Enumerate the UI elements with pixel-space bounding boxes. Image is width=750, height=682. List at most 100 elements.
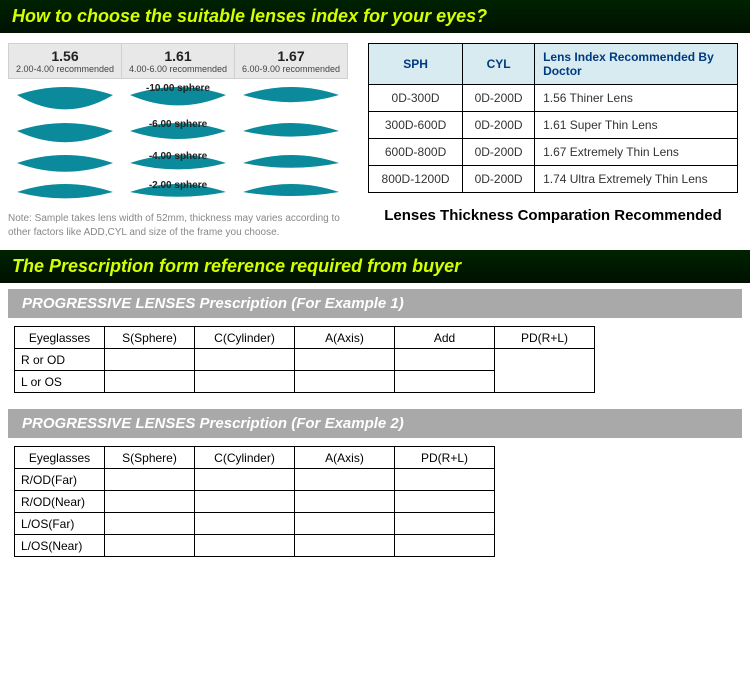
table-cell: 0D-200D [463,85,535,112]
sphere-row: -10.00 sphere [8,85,348,115]
rx-cell [105,371,195,393]
rx2-table-wrap: EyeglassesS(Sphere)C(Cylinder)A(Axis)PD(… [0,446,750,567]
diagram-col-167: 1.67 6.00-9.00 recommended [235,44,347,78]
lens-recommend-table-wrap: SPH CYL Lens Index Recommended By Doctor… [368,43,738,224]
lens-shape [241,85,341,115]
table-cell: 1.67 Extremely Thin Lens [535,139,738,166]
lens-shape [15,182,115,202]
rx2-title: PROGRESSIVE LENSES Prescription (For Exa… [22,415,728,432]
lens-index-section: 1.56 2.00-4.00 recommended 1.61 4.00-6.0… [0,33,750,250]
lens-shape [15,153,115,176]
rx-cell [105,535,195,557]
rx-cell [195,469,295,491]
lens-shape [15,85,115,115]
table-cell: 1.56 Thiner Lens [535,85,738,112]
rx-row-label: L/OS(Near) [15,535,105,557]
rx-col-header: Eyeglasses [15,327,105,349]
table-cell: 800D-1200D [369,166,463,193]
rx-row: L/OS(Near) [15,535,495,557]
rx-row-label: L or OS [15,371,105,393]
rx-row-label: R/OD(Far) [15,469,105,491]
rx-col-header: C(Cylinder) [195,447,295,469]
lens-shape [241,121,341,147]
rx-cell [105,513,195,535]
rx-row-label: R/OD(Near) [15,491,105,513]
rx2-table: EyeglassesS(Sphere)C(Cylinder)A(Axis)PD(… [14,446,495,557]
table-cell: 0D-200D [463,166,535,193]
rx-cell [495,349,595,393]
col-range: 6.00-9.00 recommended [237,64,345,74]
rx-cell [195,349,295,371]
diagram-rows: -10.00 sphere -6.00 sphere -4.00 sphere -2.… [8,85,348,202]
table-row: 300D-600D0D-200D1.61 Super Thin Lens [369,112,738,139]
rx-col-header: A(Axis) [295,447,395,469]
rx1-table: EyeglassesS(Sphere)C(Cylinder)A(Axis)Add… [14,326,595,393]
sphere-label: -10.00 sphere [146,83,210,94]
rx-col-header: Add [395,327,495,349]
rx-col-header: A(Axis) [295,327,395,349]
rx1-title: PROGRESSIVE LENSES Prescription (For Exa… [22,295,728,312]
rx-cell [195,491,295,513]
rx-cell [295,371,395,393]
rx-cell [195,513,295,535]
rx-cell [295,535,395,557]
table-row: 0D-300D0D-200D1.56 Thiner Lens [369,85,738,112]
col-index: 1.61 [124,48,232,64]
rx-row: R/OD(Far) [15,469,495,491]
sphere-label: -2.00 sphere [149,180,207,191]
rx-cell [395,513,495,535]
lens-shape [241,182,341,202]
rx-row-label: R or OD [15,349,105,371]
th-cyl: CYL [463,44,535,85]
col-index: 1.67 [237,48,345,64]
rx-col-header: PD(R+L) [395,447,495,469]
rx-cell [395,469,495,491]
rx-row-label: L/OS(Far) [15,513,105,535]
thickness-caption: Lenses Thickness Comparation Recommended [368,207,738,224]
rx-cell [195,535,295,557]
rx-cell [105,469,195,491]
table-cell: 1.61 Super Thin Lens [535,112,738,139]
rx-cell [105,491,195,513]
rx1-table-wrap: EyeglassesS(Sphere)C(Cylinder)A(Axis)Add… [0,326,750,403]
diagram-header-row: 1.56 2.00-4.00 recommended 1.61 4.00-6.0… [8,43,348,79]
sphere-label: -4.00 sphere [149,151,207,162]
table-cell: 300D-600D [369,112,463,139]
sphere-row: -2.00 sphere [8,182,348,202]
rx-cell [295,469,395,491]
col-range: 4.00-6.00 recommended [124,64,232,74]
table-cell: 0D-300D [369,85,463,112]
rx-cell [295,491,395,513]
rx-col-header: S(Sphere) [105,327,195,349]
lens-shape [15,121,115,147]
lens-recommend-table: SPH CYL Lens Index Recommended By Doctor… [368,43,738,193]
rx-cell [195,371,295,393]
table-row: 600D-800D0D-200D1.67 Extremely Thin Lens [369,139,738,166]
sphere-label: -6.00 sphere [149,119,207,130]
rx-cell [105,349,195,371]
rx-cell [395,371,495,393]
rx-cell [395,491,495,513]
rx1-title-bar: PROGRESSIVE LENSES Prescription (For Exa… [8,289,742,318]
table-cell: 600D-800D [369,139,463,166]
table-cell: 1.74 Ultra Extremely Thin Lens [535,166,738,193]
rx-row: L/OS(Far) [15,513,495,535]
th-rec: Lens Index Recommended By Doctor [535,44,738,85]
heading-bar-2: The Prescription form reference required… [0,250,750,283]
heading-bar-1: How to choose the suitable lenses index … [0,0,750,33]
rx-col-header: C(Cylinder) [195,327,295,349]
rx-row: R or OD [15,349,595,371]
rx-cell [295,349,395,371]
heading-2-text: The Prescription form reference required… [12,256,738,277]
lens-thickness-diagram: 1.56 2.00-4.00 recommended 1.61 4.00-6.0… [8,43,348,240]
heading-1-text: How to choose the suitable lenses index … [12,6,738,27]
sphere-row: -6.00 sphere [8,121,348,147]
lens-shape [241,153,341,176]
diagram-note: Note: Sample takes lens width of 52mm, t… [8,212,348,240]
rx-cell [395,349,495,371]
sphere-row: -4.00 sphere [8,153,348,176]
col-range: 2.00-4.00 recommended [11,64,119,74]
th-sph: SPH [369,44,463,85]
rx-col-header: Eyeglasses [15,447,105,469]
table-cell: 0D-200D [463,112,535,139]
